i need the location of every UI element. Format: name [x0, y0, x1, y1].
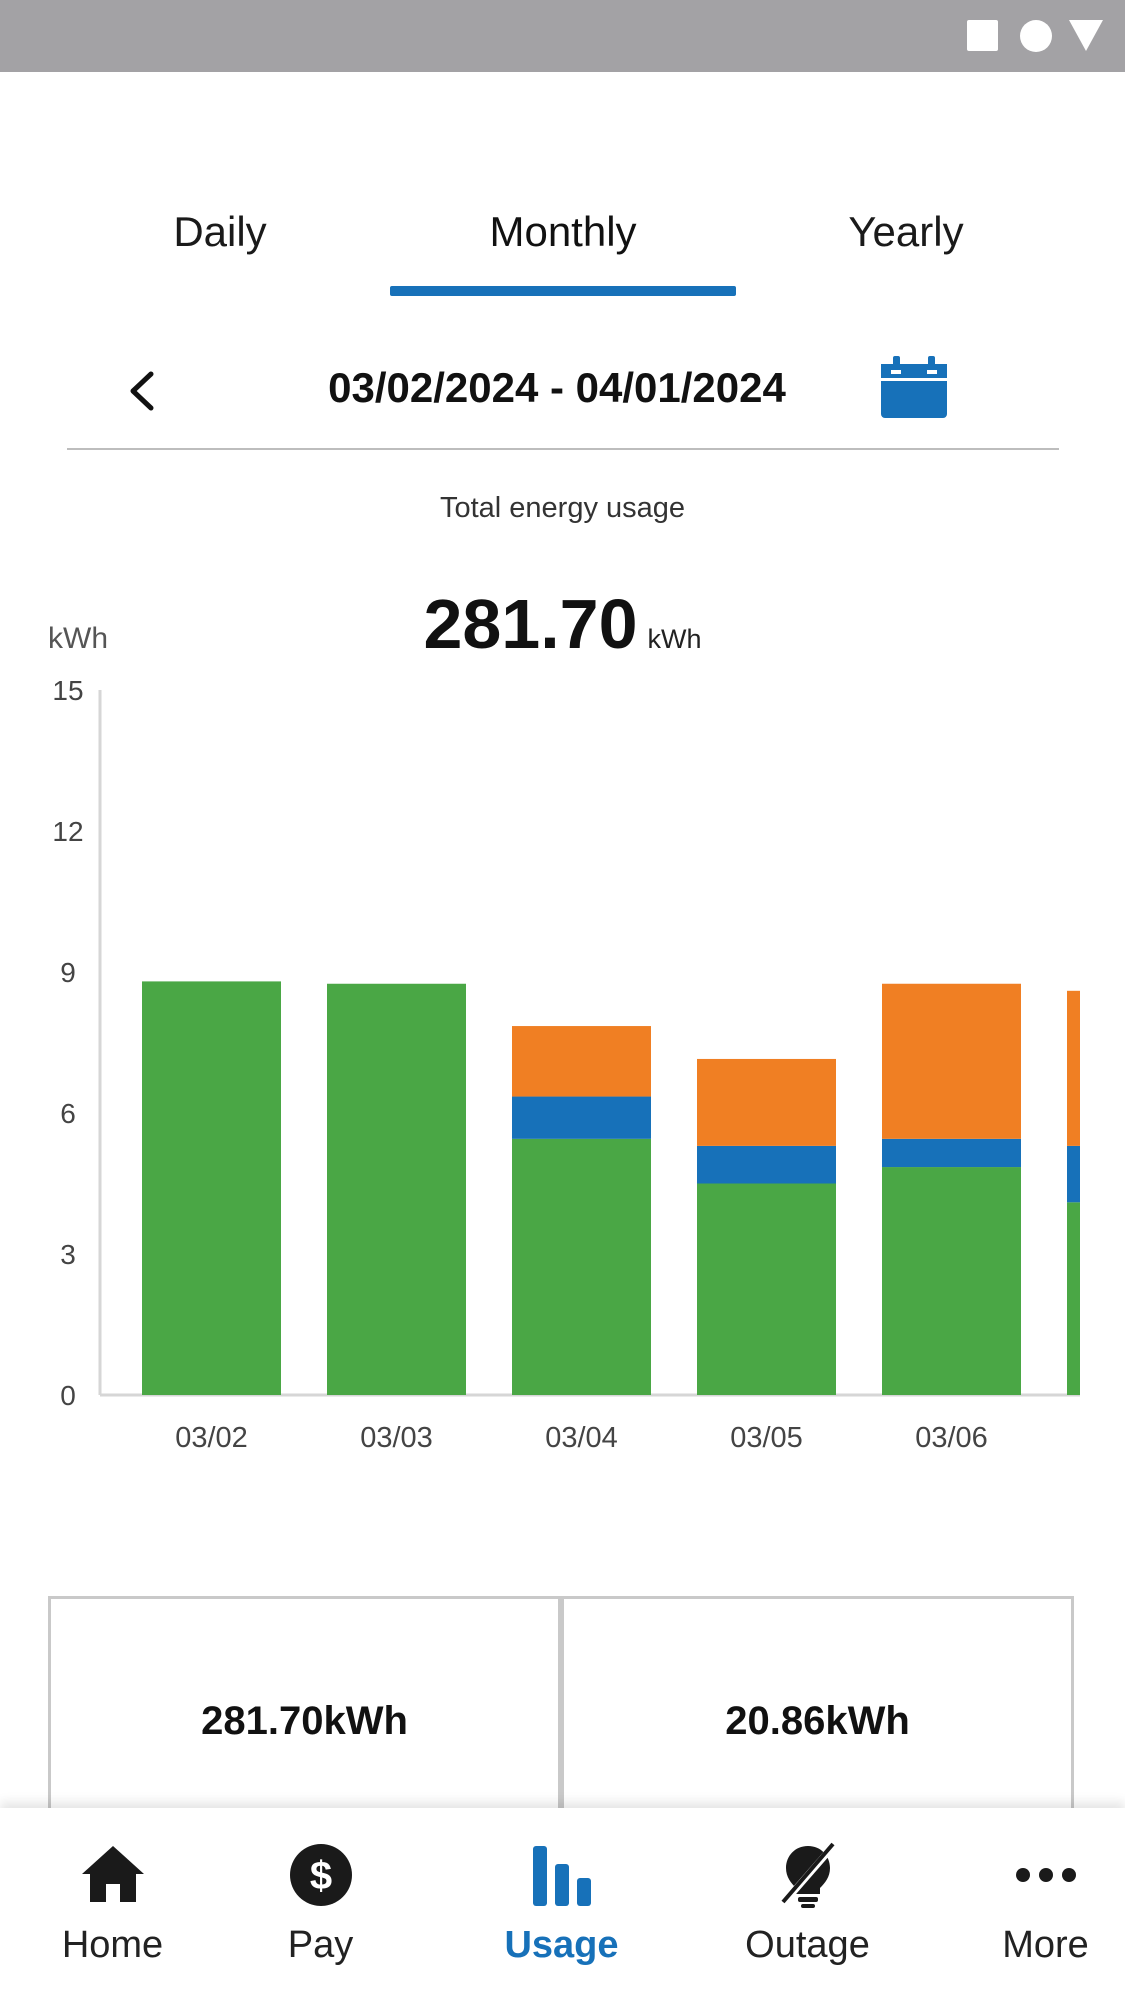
bar-segment — [697, 1058, 836, 1146]
y-tick-label: 0 — [60, 1380, 76, 1411]
y-tick-label: 6 — [60, 1098, 76, 1129]
status-bar — [0, 0, 1125, 72]
bar-segment — [512, 1026, 651, 1097]
y-tick-label: 3 — [60, 1239, 76, 1270]
bar-segment — [512, 1138, 651, 1395]
back-triangle-icon[interactable] — [1069, 20, 1103, 51]
nav-outage[interactable]: Outage — [695, 1808, 920, 2001]
x-tick-label: 03/06 — [915, 1422, 988, 1454]
date-range-label: 03/02/2024 - 04/01/2024 — [328, 364, 786, 411]
y-axis-label: kWh — [48, 622, 108, 655]
period-tabs: Daily Monthly Yearly — [0, 190, 1125, 300]
total-usage-number: 281.70 — [423, 585, 638, 663]
svg-text:$: $ — [309, 1854, 331, 1898]
chevron-left-icon[interactable] — [119, 366, 169, 416]
y-tick-label: 12 — [52, 816, 83, 847]
total-usage-label: Total energy usage — [439, 492, 686, 524]
y-tick-label: 9 — [60, 957, 76, 988]
bar-segment — [1067, 1145, 1080, 1203]
bar-chart-icon — [532, 1846, 591, 1906]
total-usage-unit: kWh — [647, 624, 702, 654]
bar-segment — [882, 1167, 1021, 1395]
summary-card-average: 20.86kWh — [561, 1596, 1074, 1826]
dollar-icon: $ — [289, 1844, 352, 1906]
nav-label: Outage — [745, 1924, 870, 1966]
summary-card-value: 281.70kWh — [201, 1699, 408, 1743]
bar-segment — [1067, 1202, 1080, 1395]
more-icon — [1015, 1868, 1076, 1882]
y-tick-label: 15 — [52, 675, 83, 706]
tab-daily[interactable]: Daily — [173, 208, 267, 255]
total-usage-value: 281.70 kWh — [0, 584, 1125, 664]
x-tick-label: 03/05 — [730, 1422, 803, 1454]
summary-cards: 281.70kWh 20.86kWh — [48, 1596, 1078, 1826]
bottom-nav: Home $ Pay Usage Outage More — [0, 1808, 1125, 2001]
bar-segment — [882, 1138, 1021, 1168]
home-icon — [81, 1846, 144, 1902]
active-tab-indicator — [390, 286, 736, 296]
nav-label: Pay — [287, 1924, 354, 1966]
date-range-nav: 03/02/2024 - 04/01/2024 — [67, 350, 1059, 450]
x-tick-label: 03/02 — [175, 1422, 248, 1454]
usage-bar-chart: kWh 0 3 6 9 12 15 03/02 03/03 03/04 03/05 03/06 — [48, 622, 1080, 1454]
calendar-icon[interactable] — [879, 356, 949, 420]
bar-segment — [882, 983, 1021, 1139]
nav-label: Usage — [504, 1924, 619, 1966]
bar-segment — [697, 1145, 836, 1184]
outage-bulb-icon — [777, 1841, 838, 1909]
summary-card-total: 281.70kWh — [48, 1596, 561, 1826]
nav-pay[interactable]: $ Pay — [208, 1808, 433, 2001]
bar-segment — [327, 983, 466, 1395]
tab-yearly[interactable]: Yearly — [848, 208, 964, 255]
bar-segment — [142, 981, 281, 1395]
summary-card-value: 20.86kWh — [725, 1699, 910, 1743]
nav-usage[interactable]: Usage — [449, 1808, 674, 2001]
nav-label: Home — [61, 1924, 164, 1966]
bar-segment — [512, 1096, 651, 1139]
home-circle-icon[interactable] — [1020, 20, 1052, 52]
nav-home[interactable]: Home — [0, 1808, 225, 2001]
tab-monthly[interactable]: Monthly — [489, 208, 637, 255]
bar-segment — [1067, 990, 1080, 1146]
bar-segment — [697, 1183, 836, 1395]
x-tick-label: 03/04 — [545, 1422, 618, 1454]
nav-label: More — [1002, 1924, 1089, 1966]
x-tick-label: 03/03 — [360, 1422, 433, 1454]
nav-more[interactable]: More — [933, 1808, 1125, 2001]
recent-apps-icon[interactable] — [967, 20, 998, 51]
